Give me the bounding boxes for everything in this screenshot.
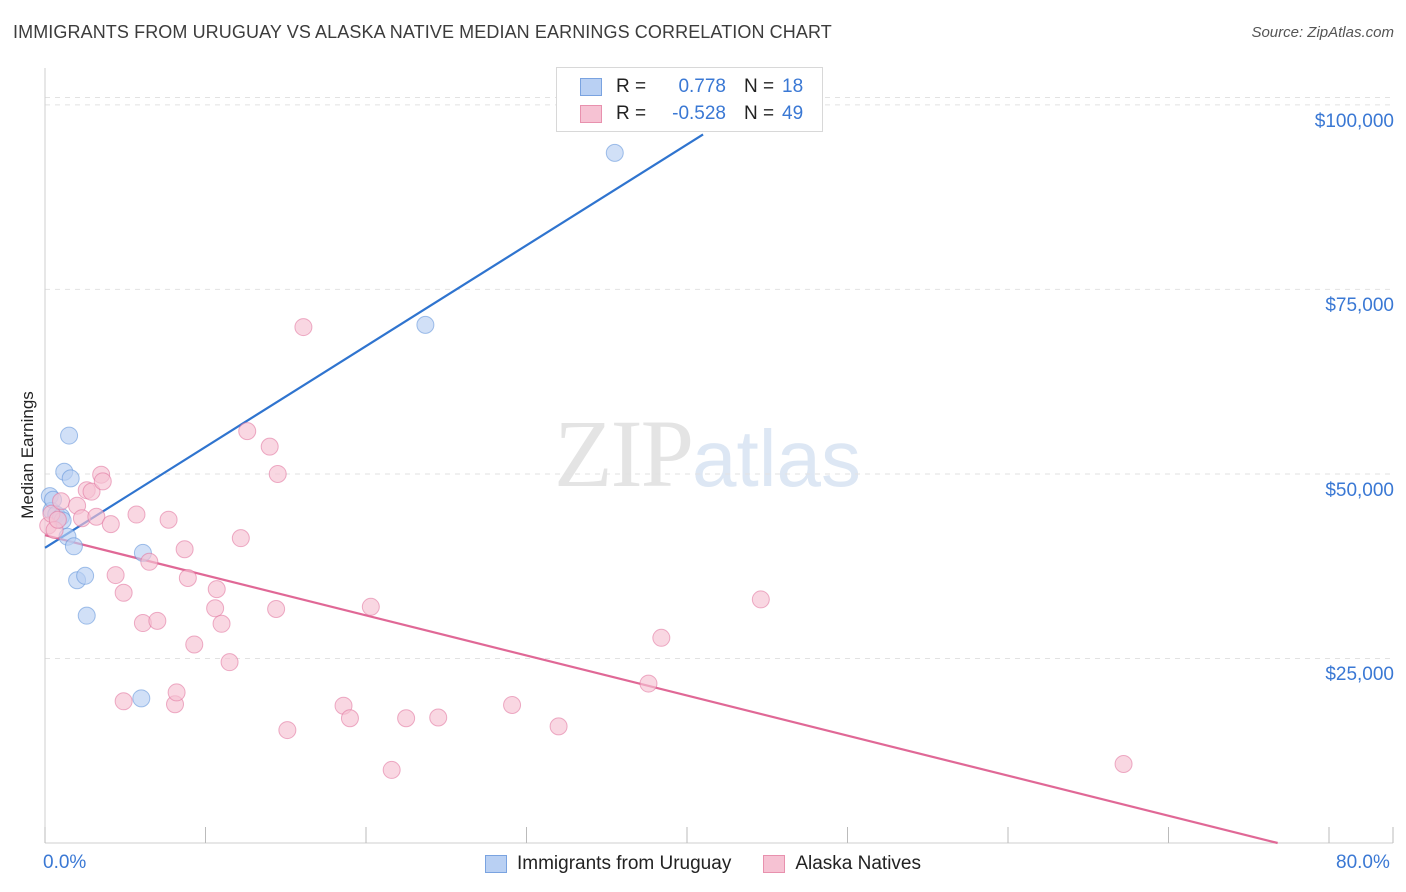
source-credit: Source: ZipAtlas.com [1251,24,1394,41]
point-alaska [114,583,133,602]
point-alaska [429,708,448,727]
y-tick-label: $100,000 [1314,110,1394,132]
legend-r-label: R = [616,103,647,124]
y-tick-label: $75,000 [1325,295,1394,317]
axes [44,68,1394,844]
trend-line-alaska [44,534,1278,845]
y-tick-label: $25,000 [1325,664,1394,686]
point-alaska [549,717,568,736]
chart-title: IMMIGRANTS FROM URUGUAY VS ALASKA NATIVE… [13,22,832,42]
legend-label-alaska: Alaska Natives [795,853,921,874]
point-alaska [231,529,250,548]
legend-n-value: 49 [782,103,804,124]
point-alaska [87,507,106,526]
point-alaska [127,505,146,524]
trend-lines [44,133,1278,845]
legend-swatch-alaska [763,855,786,873]
point-alaska [167,683,186,702]
series-legend: Immigrants from Uruguay Alaska Natives [0,851,1406,877]
point-alaska [260,437,279,456]
point-alaska [114,692,133,711]
point-alaska [340,709,359,728]
point-alaska [294,318,313,337]
point-alaska [212,614,231,633]
point-uruguay [605,143,624,162]
point-alaska [382,760,401,779]
point-alaska [639,674,658,693]
point-uruguay [61,469,80,488]
zipatlas-watermark: ZIPatlas [554,398,861,509]
point-alaska [267,600,286,619]
point-alaska [175,540,194,559]
point-alaska [1114,755,1133,774]
point-uruguay [132,689,151,708]
legend-item-uruguay[interactable]: Immigrants from Uruguay [484,853,732,875]
point-alaska [220,653,239,672]
point-alaska [178,569,197,588]
x-tick-label-min: 0.0% [43,852,87,873]
legend-n-label: N = [744,76,775,97]
legend-n-label: N = [744,103,775,124]
legend-swatch-uruguay [484,855,507,873]
point-alaska [397,709,416,728]
point-alaska [278,721,297,740]
point-alaska [140,552,159,571]
point-uruguay [64,537,83,556]
point-alaska [48,510,67,529]
gridlines [45,97,1393,659]
point-alaska [238,422,257,441]
legend-row-alaska: R = -0.528 N = 49 [557,101,803,127]
point-alaska [185,635,204,654]
watermark-atlas: atlas [692,414,861,503]
point-alaska [503,695,522,714]
point-alaska [206,599,225,618]
point-alaska [106,566,125,585]
legend-n-value: 18 [782,76,804,97]
y-tick-label: $50,000 [1325,479,1394,501]
point-alaska [268,464,287,483]
point-uruguay [60,426,79,445]
legend-row-uruguay: R = 0.778 N = 18 [557,74,803,100]
legend-swatch-uruguay [580,78,602,96]
legend-label-uruguay: Immigrants from Uruguay [516,853,732,874]
y-axis-label: Median Earnings [18,391,37,519]
legend-swatch-alaska [580,105,602,123]
point-alaska [361,597,380,616]
point-alaska [52,492,71,511]
point-alaska [207,580,226,599]
point-uruguay [416,315,435,334]
point-uruguay [77,606,96,625]
legend-r-value: 0.778 [678,76,726,97]
data-points [39,143,1133,779]
point-alaska [751,590,770,609]
point-alaska [148,611,167,630]
legend-r-label: R = [616,76,647,97]
trend-line-uruguay [44,133,704,549]
point-uruguay [76,566,95,585]
watermark-zip: ZIP [554,400,694,507]
point-alaska [82,482,101,501]
legend-item-alaska[interactable]: Alaska Natives [763,853,921,875]
point-alaska [93,472,112,491]
legend-r-value: -0.528 [672,103,726,124]
point-alaska [652,628,671,647]
correlation-legend: R = 0.778 N = 18 R = -0.528 N = 49 [556,67,823,132]
point-alaska [159,510,178,529]
x-tick-label-max: 80.0% [1336,852,1390,873]
point-alaska [101,515,120,534]
